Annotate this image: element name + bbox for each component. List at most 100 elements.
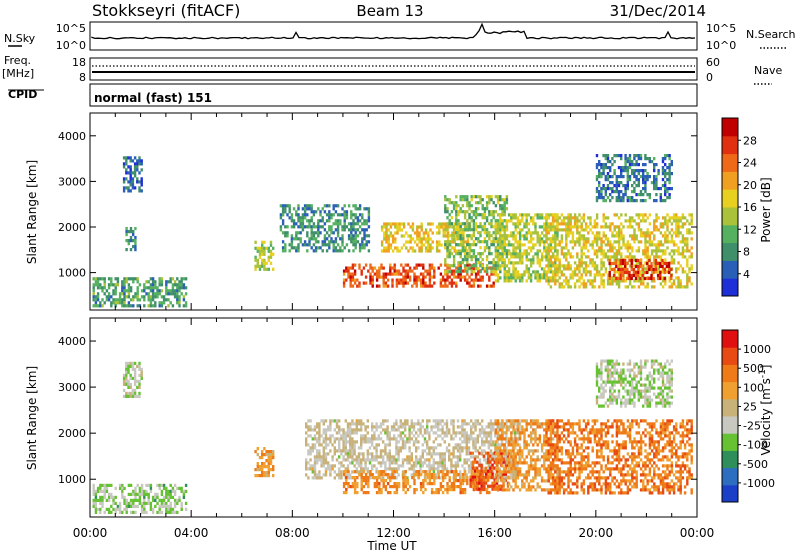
heatmap-cell <box>114 286 117 290</box>
heatmap-cell <box>367 479 370 483</box>
heatmap-cell <box>653 157 656 161</box>
heatmap-cell <box>417 422 420 426</box>
heatmap-cell <box>507 261 511 265</box>
heatmap-cell <box>160 489 164 493</box>
heatmap-cell <box>474 213 478 217</box>
heatmap-cell <box>443 434 446 438</box>
heatmap-cell <box>131 388 135 392</box>
heatmap-cell <box>328 210 331 214</box>
heatmap-cell <box>129 376 132 380</box>
heatmap-cell <box>587 240 590 244</box>
heatmap-cell <box>167 510 170 514</box>
heatmap-cell <box>545 264 548 268</box>
heatmap-cell <box>338 431 341 435</box>
heatmap-cell <box>573 243 577 247</box>
heatmap-cell <box>360 422 363 426</box>
heatmap-cell <box>600 246 603 250</box>
heatmap-cell <box>474 201 478 205</box>
heatmap-cell <box>510 273 513 277</box>
heatmap-cell <box>371 443 374 447</box>
heatmap-cell <box>494 273 498 277</box>
heatmap-cell <box>470 243 473 247</box>
heatmap-cell <box>635 222 638 226</box>
heatmap-cell <box>134 242 137 246</box>
heatmap-cell <box>633 154 636 158</box>
heatmap-cell <box>347 266 350 270</box>
heatmap-cell <box>363 246 366 250</box>
heatmap-cell <box>591 246 594 250</box>
heatmap-cell <box>466 267 469 271</box>
heatmap-cell <box>346 467 350 471</box>
heatmap-cell <box>633 175 636 179</box>
heatmap-cell <box>350 231 353 235</box>
heatmap-cell <box>324 452 328 456</box>
heatmap-cell <box>501 222 504 226</box>
heatmap-cell <box>650 264 653 269</box>
heatmap-cell <box>422 231 426 235</box>
heatmap-cell <box>122 189 126 193</box>
heatmap-cell <box>143 283 146 287</box>
heatmap-cell <box>602 261 605 265</box>
heatmap-cell <box>472 270 476 274</box>
heatmap-cell <box>99 507 102 511</box>
heatmap-cell <box>492 237 495 241</box>
heatmap-cell <box>608 276 611 281</box>
heatmap-cell <box>483 210 487 214</box>
heatmap-cell <box>272 453 275 457</box>
heatmap-cell <box>397 269 401 273</box>
heatmap-cell <box>478 428 482 432</box>
heatmap-cell <box>382 470 385 474</box>
heatmap-cell <box>668 178 671 182</box>
heatmap-cell <box>466 263 469 267</box>
heatmap-cell <box>518 279 522 283</box>
heatmap-cell <box>549 237 553 241</box>
heatmap-cell <box>385 231 388 235</box>
heatmap-cell <box>103 301 106 305</box>
heatmap-cell <box>510 243 513 247</box>
heatmap-cell <box>485 458 488 462</box>
heatmap-cell <box>134 510 137 514</box>
heatmap-cell <box>569 222 572 226</box>
heatmap-cell <box>151 498 155 502</box>
heatmap-cell <box>333 464 336 468</box>
heatmap-cell <box>538 216 542 220</box>
heatmap-cell <box>474 216 478 220</box>
heatmap-cell <box>121 483 124 487</box>
heatmap-cell <box>620 166 623 170</box>
heatmap-cell <box>615 270 619 274</box>
heatmap-cell <box>648 234 652 238</box>
heatmap-cell <box>366 419 369 423</box>
heatmap-cell <box>646 285 649 289</box>
heatmap-cell <box>661 276 665 280</box>
heatmap-cell <box>288 207 291 211</box>
heatmap-cell <box>312 237 316 241</box>
heatmap-cell <box>343 246 346 250</box>
heatmap-cell <box>626 166 629 170</box>
heatmap-cell <box>452 261 456 265</box>
heatmap-cell <box>549 249 553 253</box>
heatmap-cell <box>569 219 572 223</box>
heatmap-cell <box>397 440 400 444</box>
heatmap-cell <box>639 199 643 203</box>
heatmap-cell <box>505 243 509 247</box>
heatmap-cell <box>165 507 168 511</box>
heatmap-cell <box>582 270 586 274</box>
heatmap-cell <box>690 267 693 271</box>
heatmap-cell <box>503 213 506 217</box>
heatmap-cell <box>501 219 504 223</box>
heatmap-cell <box>118 295 122 299</box>
heatmap-cell <box>615 154 618 158</box>
heatmap-cell <box>448 470 451 474</box>
heatmap-cell <box>518 246 522 250</box>
heatmap-cell <box>621 267 625 272</box>
heatmap-cell <box>371 281 374 285</box>
heatmap-cell <box>438 222 441 226</box>
heatmap-cell <box>429 222 432 226</box>
heatmap-cell <box>423 440 427 444</box>
heatmap-cell <box>123 289 126 293</box>
heatmap-cell <box>263 267 266 271</box>
heatmap-cell <box>439 458 442 462</box>
heatmap-cell <box>433 272 436 276</box>
heatmap-cell <box>393 269 396 273</box>
